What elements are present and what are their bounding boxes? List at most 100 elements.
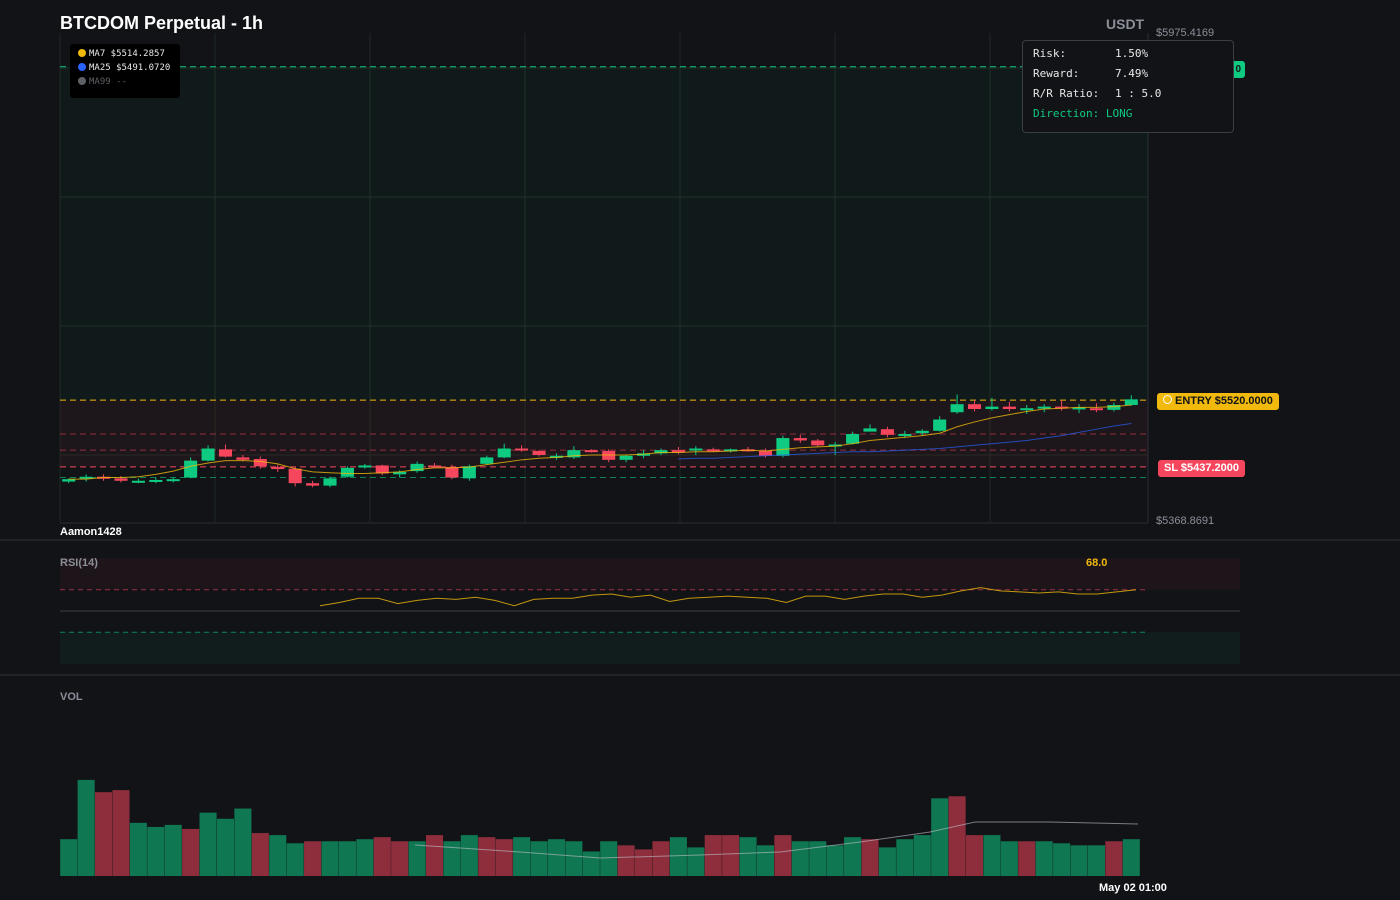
candle	[985, 397, 999, 411]
ma25-dot-icon	[78, 63, 86, 71]
candle	[480, 455, 494, 465]
candle	[811, 438, 825, 447]
ma99-label: MA99 --	[89, 77, 127, 87]
candle-body	[1002, 406, 1016, 410]
reward-label: Reward:	[1033, 67, 1080, 80]
candle-body	[1089, 408, 1103, 411]
candle-body	[793, 438, 807, 441]
candle-body	[410, 463, 424, 472]
candle-body	[811, 440, 825, 446]
candle-body	[654, 450, 668, 454]
candle	[532, 450, 546, 457]
time-axis-label: May 02 01:00	[1099, 882, 1167, 894]
volume-bar	[147, 826, 165, 876]
volume-bar	[669, 837, 687, 876]
ma7-dot-icon	[78, 49, 86, 57]
ma25-legend-item: MA25 $5491.0720	[78, 63, 170, 73]
candle-body	[950, 404, 964, 413]
candle	[445, 464, 459, 480]
candle	[654, 448, 668, 455]
entry-label: ENTRY $5520.0000	[1175, 395, 1273, 407]
ma7-legend-item: MA7 $5514.2857	[78, 49, 165, 59]
candle-body	[776, 438, 790, 456]
volume-bar	[513, 837, 531, 876]
candle-body	[1124, 399, 1138, 405]
ratio-value: 1 : 5.0	[1115, 87, 1162, 100]
volume-bar	[844, 837, 862, 876]
direction-text: Direction: LONG	[1033, 107, 1133, 120]
candle-body	[584, 450, 598, 453]
candle	[1002, 401, 1016, 412]
volume-bar	[756, 845, 775, 876]
volume-bar	[530, 841, 548, 876]
ma7-label: MA7 $5514.2857	[89, 49, 165, 59]
volume-bar	[391, 841, 409, 876]
candle-body	[619, 455, 633, 460]
volume-bar	[164, 824, 182, 876]
risk-label: Risk:	[1033, 47, 1067, 60]
candle-body	[375, 465, 389, 474]
candle	[184, 457, 198, 479]
volume-bar	[582, 851, 600, 876]
candle-body	[358, 465, 372, 468]
candle	[689, 446, 703, 455]
candle	[497, 443, 511, 459]
candle-body	[967, 404, 982, 410]
candle	[549, 453, 563, 460]
volume-bar	[635, 849, 653, 876]
candle	[515, 445, 529, 452]
candle-body	[131, 480, 145, 483]
volume-bar	[774, 835, 792, 876]
candle	[149, 477, 163, 484]
candle	[1072, 404, 1086, 414]
candle-body	[567, 450, 581, 458]
candle-body	[985, 406, 999, 410]
ma99-legend-item: MA99 --	[78, 77, 127, 87]
volume-bar	[112, 790, 130, 876]
volume-bar	[408, 841, 426, 876]
candle-body	[1072, 407, 1086, 410]
volume-bar	[95, 792, 113, 876]
entry-dot-icon	[1163, 395, 1172, 404]
candle	[619, 454, 633, 463]
candle-body	[1037, 406, 1051, 409]
candle	[375, 464, 389, 476]
ma-legend: MA7 $5514.2857 MA25 $5491.0720 MA99 --	[70, 44, 180, 98]
candle-body	[149, 479, 163, 482]
volume-bar	[687, 847, 705, 876]
reward-row: Reward: 7.49%	[1033, 67, 1148, 80]
candle	[880, 426, 894, 438]
candle-body	[915, 430, 929, 434]
volume-bar	[722, 835, 740, 876]
volume-bar	[182, 828, 200, 876]
candle	[410, 461, 424, 473]
candle	[1020, 404, 1034, 414]
volume-bar	[1053, 843, 1071, 876]
volume-bar	[1087, 845, 1105, 876]
author-label: Aamon1428	[60, 526, 122, 538]
candle-body	[253, 459, 267, 467]
volume-bar	[1035, 841, 1053, 876]
candle-body	[880, 429, 894, 435]
take-profit-zone	[60, 66, 1148, 401]
volume-bar	[356, 839, 374, 876]
volume-bar	[338, 841, 356, 876]
candle-body	[828, 444, 842, 447]
candle	[915, 429, 929, 436]
candle	[967, 400, 982, 412]
reward-value: 7.49%	[1115, 67, 1149, 80]
candle	[271, 464, 285, 472]
candle	[358, 463, 372, 469]
volume-bar	[286, 843, 304, 876]
candle	[776, 435, 790, 458]
candle	[1055, 400, 1069, 411]
volume-bar	[861, 839, 879, 876]
candle-body	[1055, 406, 1069, 409]
candle-body	[480, 457, 494, 464]
volume-bar	[791, 841, 809, 876]
candle	[218, 444, 233, 458]
candle-body	[689, 448, 703, 451]
volume-bar	[913, 835, 931, 876]
candle-body	[549, 455, 563, 458]
candle	[863, 424, 877, 432]
